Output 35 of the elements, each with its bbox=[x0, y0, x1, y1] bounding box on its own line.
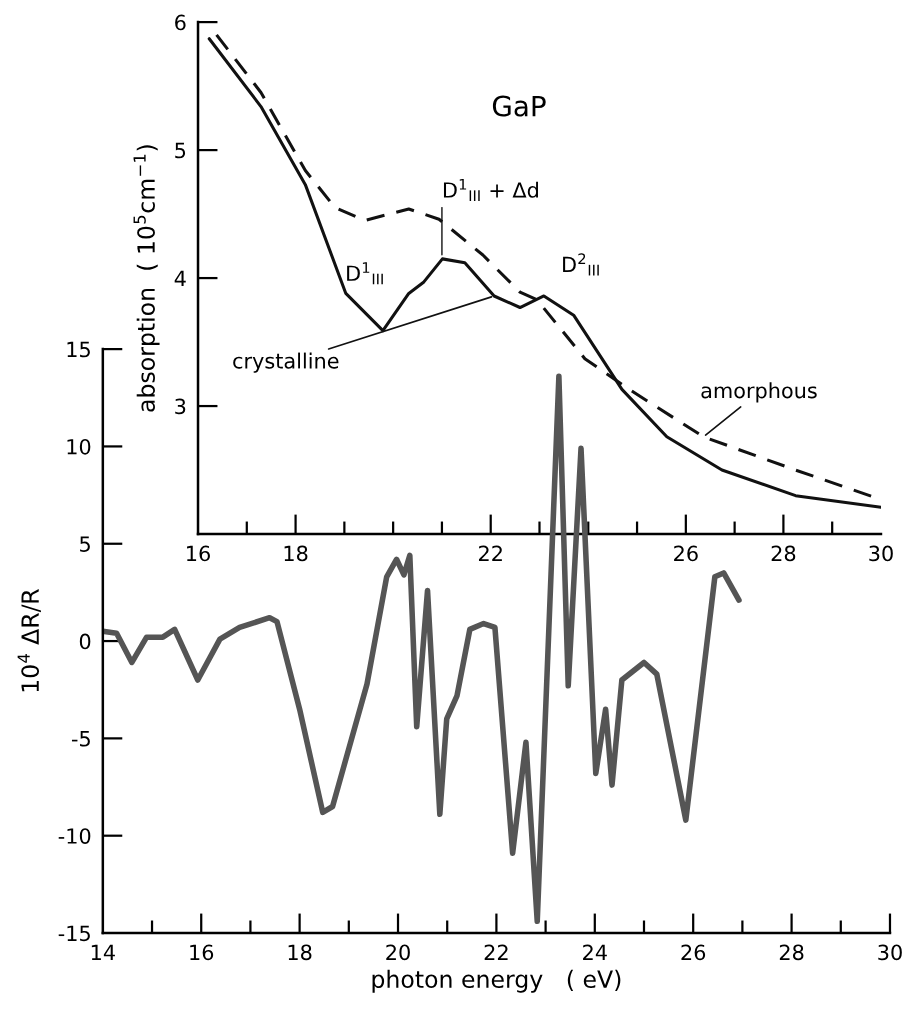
x-tick-label: 16 bbox=[190, 944, 214, 961]
text: crystalline bbox=[233, 352, 339, 373]
x-tick-label: 26 bbox=[681, 944, 706, 961]
text: GaP bbox=[492, 95, 546, 117]
annotation: D$^{1}$$_{III}$ bbox=[347, 262, 383, 285]
x-tick-label: 26 bbox=[674, 545, 698, 562]
y-tick-label: 15 bbox=[67, 341, 90, 358]
annotation: D$^{2}$$_{III}$ bbox=[563, 253, 599, 276]
x-tick-label: 16 bbox=[187, 545, 210, 562]
y-tick-label: 10 bbox=[67, 438, 91, 455]
x-tick-label: 22 bbox=[484, 944, 508, 960]
x-tick-label: 22 bbox=[478, 545, 502, 561]
x-tick-label: 14 bbox=[91, 944, 115, 960]
x-tick-label: 24 bbox=[583, 944, 607, 960]
x-tick-label: 30 bbox=[869, 545, 893, 562]
x-tick-label: 28 bbox=[771, 545, 796, 562]
series-label: amorphous bbox=[701, 382, 817, 403]
annotation: D$^{1}$$_{III}$ + Δd bbox=[443, 178, 538, 201]
y-axis-title: absorption ( 10$^{5}$cm$^{−1}$) bbox=[133, 145, 160, 412]
y-tick-label: 0 bbox=[79, 633, 91, 650]
y-tick-label: 3 bbox=[175, 398, 186, 415]
x-tick-label: 20 bbox=[386, 944, 410, 961]
y-tick-label: -10 bbox=[58, 828, 91, 844]
y-tick-label: -15 bbox=[58, 925, 90, 942]
y-axis-title: 10$^{4}$ ΔR/R bbox=[17, 589, 41, 692]
x-tick-label: 28 bbox=[779, 944, 804, 961]
y-tick-label: 6 bbox=[175, 14, 186, 31]
y-tick-label: 4 bbox=[174, 270, 186, 286]
x-tick-label: 18 bbox=[284, 545, 308, 562]
x-tick-label: 18 bbox=[288, 944, 312, 961]
y-tick-label: 5 bbox=[175, 142, 186, 159]
x-tick-label: 30 bbox=[878, 944, 902, 961]
y-tick-label: 5 bbox=[80, 536, 90, 552]
y-tick-label: -5 bbox=[71, 731, 90, 747]
x-axis-title: photon energy ( eV) bbox=[372, 969, 621, 993]
